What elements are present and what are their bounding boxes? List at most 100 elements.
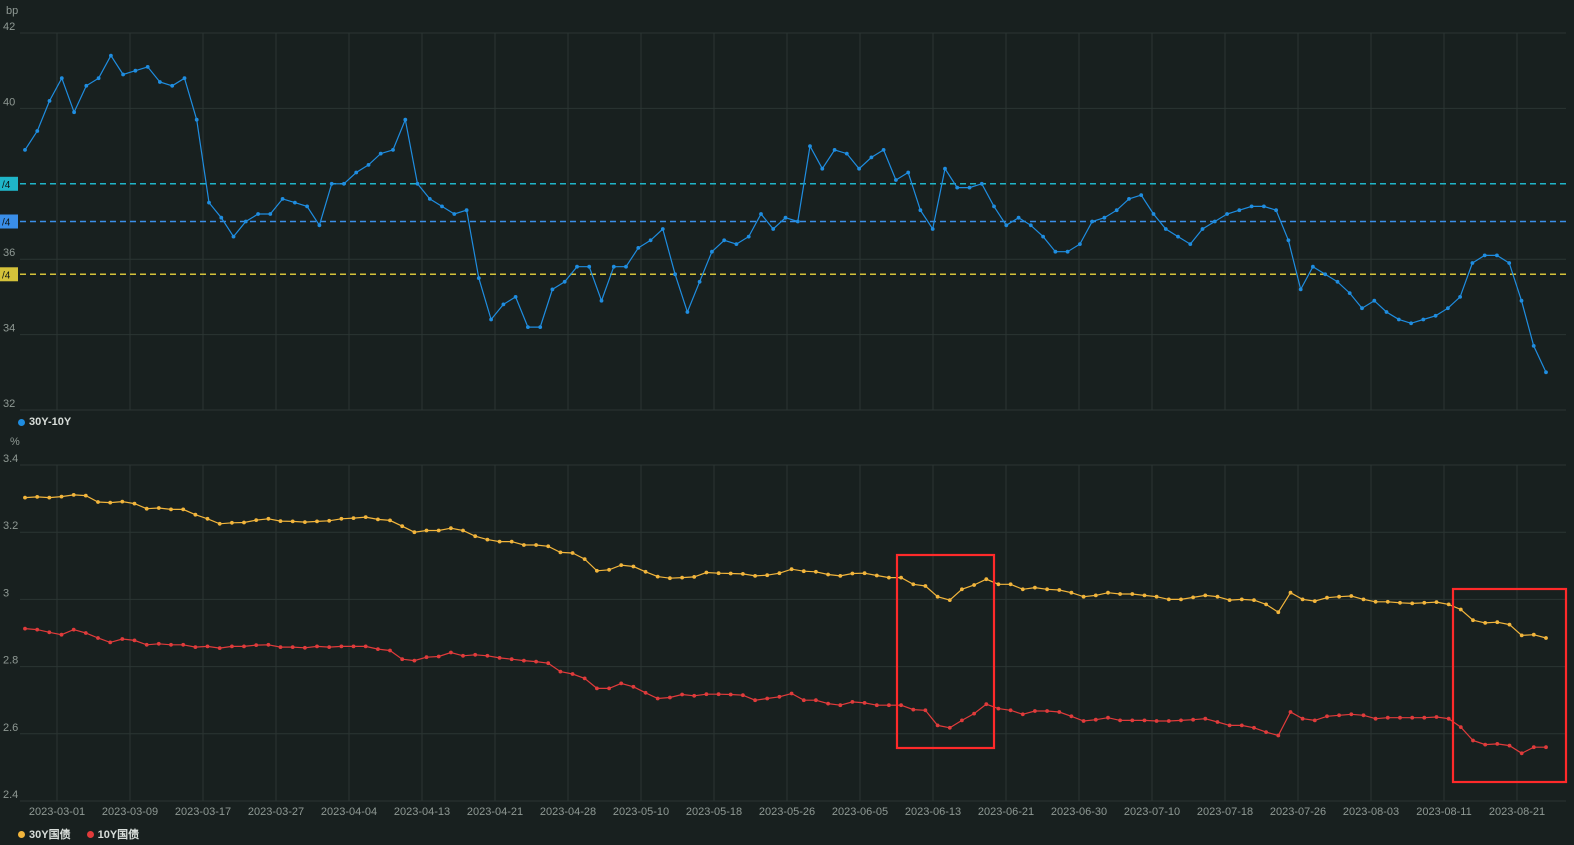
- data-point: [108, 500, 113, 505]
- data-point: [376, 517, 380, 522]
- data-point: [1483, 742, 1488, 747]
- data-point: [716, 692, 721, 697]
- data-point: [169, 507, 173, 512]
- data-point: [1360, 306, 1364, 311]
- data-point: [1127, 197, 1131, 201]
- data-point: [1337, 713, 1341, 718]
- data-point: [765, 696, 770, 701]
- data-point: [1471, 738, 1475, 743]
- data-point: [728, 692, 733, 697]
- data-point: [789, 691, 794, 696]
- data-point: [1188, 242, 1193, 247]
- data-point: [862, 571, 867, 576]
- data-point: [1020, 712, 1025, 717]
- data-point: [1154, 719, 1159, 723]
- data-point: [83, 631, 88, 635]
- data-point: [219, 215, 224, 220]
- data-point: [1191, 717, 1195, 722]
- data-point: [96, 76, 101, 81]
- data-point: [710, 249, 714, 254]
- data-point: [327, 518, 332, 523]
- data-point: [1531, 344, 1536, 348]
- data-point: [278, 519, 283, 523]
- data-point: [354, 170, 359, 175]
- legend-marker-spread: [18, 418, 25, 426]
- legend-label-30y[interactable]: 30Y国债: [29, 829, 71, 841]
- data-point: [1410, 715, 1415, 720]
- data-point: [280, 197, 285, 201]
- data-point: [734, 242, 739, 247]
- data-point: [668, 576, 672, 581]
- data-point: [789, 567, 794, 572]
- x-tick-label: 2023-07-26: [1270, 806, 1326, 818]
- data-point: [449, 526, 453, 531]
- data-point: [704, 692, 709, 697]
- data-point: [972, 583, 976, 587]
- data-point: [680, 575, 684, 580]
- data-point: [1434, 600, 1439, 604]
- data-point: [1288, 710, 1293, 714]
- data-point: [918, 208, 923, 213]
- legend-label-10y[interactable]: 10Y国债: [97, 829, 140, 841]
- data-point: [1544, 745, 1548, 750]
- legend-label-spread: 30Y-10Y: [29, 416, 72, 428]
- data-point: [1225, 212, 1229, 216]
- data-point: [1347, 291, 1352, 295]
- data-point: [607, 686, 611, 691]
- data-point: [1482, 253, 1487, 258]
- data-point: [692, 575, 697, 579]
- legend-marker-10y[interactable]: [86, 830, 94, 838]
- data-point: [753, 698, 757, 703]
- data-point: [391, 148, 395, 152]
- data-point: [631, 564, 636, 569]
- data-point: [156, 506, 161, 510]
- data-point: [795, 219, 800, 224]
- data-point: [351, 516, 356, 520]
- data-point: [1396, 317, 1401, 322]
- data-point: [1507, 261, 1512, 265]
- data-point: [424, 655, 429, 660]
- data-point: [881, 148, 886, 152]
- data-point: [1458, 295, 1462, 299]
- data-point: [59, 632, 64, 637]
- data-point: [850, 700, 855, 704]
- data-point: [582, 557, 587, 561]
- data-point: [1323, 272, 1328, 277]
- data-point: [242, 520, 246, 525]
- x-tick-label: 2023-06-05: [832, 806, 888, 818]
- legend-spread[interactable]: 30Y-10Y: [18, 416, 71, 428]
- data-point: [132, 638, 137, 643]
- highlight-box: [895, 553, 996, 750]
- data-point: [254, 518, 259, 522]
- data-point: [1028, 223, 1033, 228]
- data-point: [96, 500, 100, 504]
- data-point: [290, 519, 295, 524]
- data-point: [655, 696, 660, 701]
- data-point: [1237, 208, 1242, 213]
- data-point: [132, 501, 137, 506]
- data-point: [582, 676, 587, 681]
- data-point: [1264, 730, 1268, 734]
- data-point: [960, 718, 964, 723]
- x-tick-label: 2023-04-28: [540, 806, 596, 818]
- data-point: [648, 238, 653, 243]
- data-point: [121, 72, 125, 77]
- series-line: [24, 494, 1547, 639]
- data-point: [1384, 310, 1389, 314]
- data-point: [1434, 715, 1439, 719]
- data-point: [1203, 716, 1208, 721]
- data-point: [182, 76, 187, 81]
- data-point: [72, 110, 76, 115]
- data-point: [1312, 718, 1317, 723]
- data-point: [436, 654, 441, 659]
- data-point: [254, 643, 259, 647]
- data-point: [1300, 716, 1305, 721]
- data-point: [526, 325, 530, 329]
- data-point: [158, 80, 162, 84]
- data-point: [814, 698, 818, 703]
- legend-marker-30y[interactable]: [18, 830, 25, 838]
- series-line: [24, 54, 1547, 373]
- data-point: [293, 200, 297, 205]
- data-point: [558, 669, 563, 674]
- data-point: [716, 571, 721, 576]
